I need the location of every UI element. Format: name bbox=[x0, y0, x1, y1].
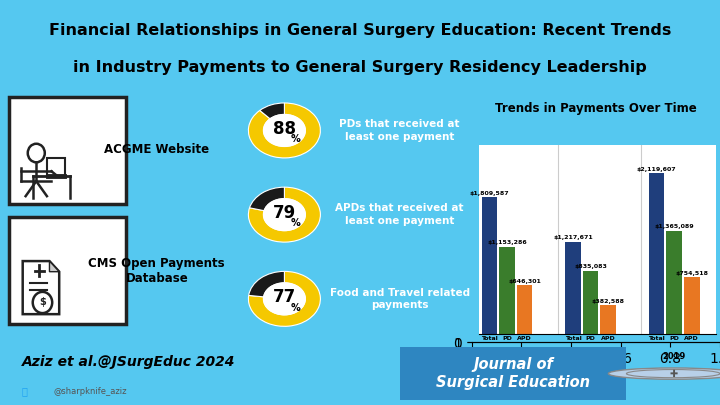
Text: $1,217,671: $1,217,671 bbox=[553, 235, 593, 241]
Text: 77: 77 bbox=[273, 288, 296, 307]
Text: Food and Travel related
payments: Food and Travel related payments bbox=[330, 288, 469, 310]
Bar bbox=[600, 305, 616, 334]
FancyBboxPatch shape bbox=[9, 97, 127, 205]
Wedge shape bbox=[248, 103, 320, 158]
Text: $835,083: $835,083 bbox=[574, 264, 607, 269]
Bar bbox=[684, 277, 700, 334]
Bar bbox=[499, 247, 515, 334]
Bar bbox=[649, 173, 665, 334]
Text: ACGME Website: ACGME Website bbox=[104, 143, 210, 156]
Circle shape bbox=[264, 283, 305, 315]
Bar bbox=[517, 285, 532, 334]
Text: 2019: 2019 bbox=[662, 352, 685, 360]
Text: %: % bbox=[291, 303, 301, 313]
Text: 2020: 2020 bbox=[579, 352, 602, 360]
Wedge shape bbox=[250, 187, 284, 211]
Wedge shape bbox=[248, 187, 320, 242]
Circle shape bbox=[264, 115, 305, 146]
FancyBboxPatch shape bbox=[400, 347, 626, 400]
Text: 🐦: 🐦 bbox=[22, 386, 27, 396]
Text: $382,588: $382,588 bbox=[592, 299, 625, 304]
Text: Trends in Payments Over Time: Trends in Payments Over Time bbox=[495, 102, 697, 115]
Text: Financial Relationships in General Surgery Education: Recent Trends: Financial Relationships in General Surge… bbox=[49, 23, 671, 38]
Text: $754,518: $754,518 bbox=[675, 271, 708, 275]
Text: in Industry Payments to General Surgery Residency Leadership: in Industry Payments to General Surgery … bbox=[73, 60, 647, 75]
Wedge shape bbox=[248, 271, 320, 326]
Text: $1,365,089: $1,365,089 bbox=[654, 224, 694, 229]
Text: 79: 79 bbox=[273, 204, 296, 222]
Bar bbox=[482, 197, 497, 334]
Text: CMS Open Payments
Database: CMS Open Payments Database bbox=[89, 257, 225, 285]
Text: %: % bbox=[291, 134, 301, 144]
Circle shape bbox=[32, 292, 53, 313]
Text: 88: 88 bbox=[273, 120, 296, 138]
Text: $2,119,607: $2,119,607 bbox=[636, 167, 676, 172]
Text: $646,301: $646,301 bbox=[508, 279, 541, 284]
Text: $: $ bbox=[39, 298, 46, 307]
Circle shape bbox=[264, 199, 305, 230]
Text: 2021: 2021 bbox=[495, 352, 518, 360]
Circle shape bbox=[608, 368, 720, 379]
Text: PDs that received at
least one payment: PDs that received at least one payment bbox=[339, 119, 460, 142]
Text: Aziz et al.@JSurgEduc 2024: Aziz et al.@JSurgEduc 2024 bbox=[22, 355, 235, 369]
Text: @sharpknife_aziz: @sharpknife_aziz bbox=[54, 387, 127, 396]
Text: $1,153,286: $1,153,286 bbox=[487, 240, 527, 245]
Polygon shape bbox=[50, 261, 59, 272]
Text: APDs that received at
least one payment: APDs that received at least one payment bbox=[336, 203, 464, 226]
Bar bbox=[565, 242, 581, 334]
FancyBboxPatch shape bbox=[47, 158, 66, 176]
Wedge shape bbox=[248, 271, 284, 297]
Polygon shape bbox=[23, 261, 59, 314]
Text: %: % bbox=[291, 218, 301, 228]
Bar bbox=[667, 231, 682, 334]
FancyBboxPatch shape bbox=[9, 217, 127, 324]
Wedge shape bbox=[260, 103, 284, 119]
Text: ✚: ✚ bbox=[669, 369, 678, 379]
Text: $1,809,587: $1,809,587 bbox=[469, 191, 509, 196]
Bar bbox=[582, 271, 598, 334]
Text: Journal of
Surgical Education: Journal of Surgical Education bbox=[436, 357, 590, 390]
